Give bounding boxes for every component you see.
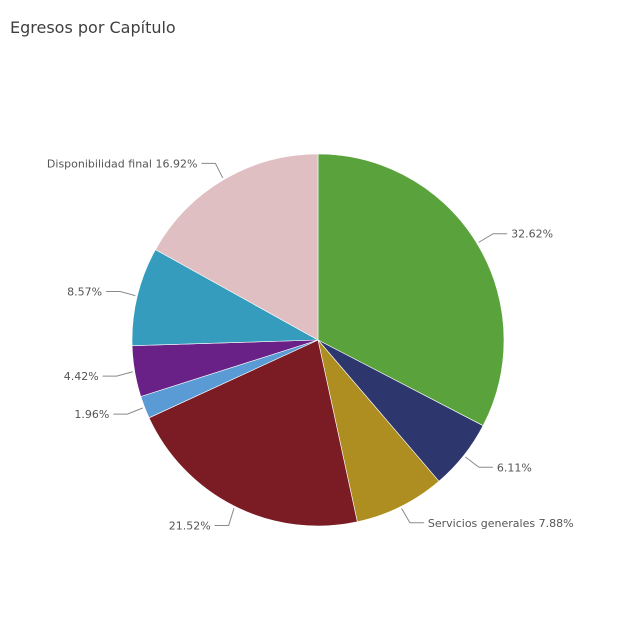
leader-line-3 (214, 508, 235, 527)
slice-label-0: 32.62% (511, 228, 553, 241)
leader-line-7 (201, 162, 224, 179)
pie-slice-2[interactable] (317, 339, 440, 523)
pie-slice-6[interactable] (131, 249, 320, 347)
pie-slice-3[interactable] (148, 339, 358, 527)
leader-line-0 (478, 233, 508, 243)
slice-label-4: 1.96% (74, 408, 109, 421)
slice-label-2: Servicios generales 7.88% (428, 517, 574, 530)
slice-label-6: 8.57% (67, 286, 102, 299)
slice-label-1: 6.11% (497, 461, 532, 474)
leader-line-5 (102, 371, 133, 377)
chart-title: Egresos por Capítulo (10, 18, 176, 37)
leader-line-6 (106, 291, 136, 297)
pie-slice-0[interactable] (317, 153, 505, 427)
leader-line-4 (113, 407, 143, 415)
slice-label-7: Disponibilidad final 16.92% (47, 157, 198, 170)
pie-slice-7[interactable] (155, 153, 319, 341)
leader-line-1 (464, 456, 493, 468)
leader-line-2 (401, 508, 424, 524)
slice-label-3: 21.52% (169, 520, 211, 533)
slice-label-5: 4.42% (64, 370, 99, 383)
